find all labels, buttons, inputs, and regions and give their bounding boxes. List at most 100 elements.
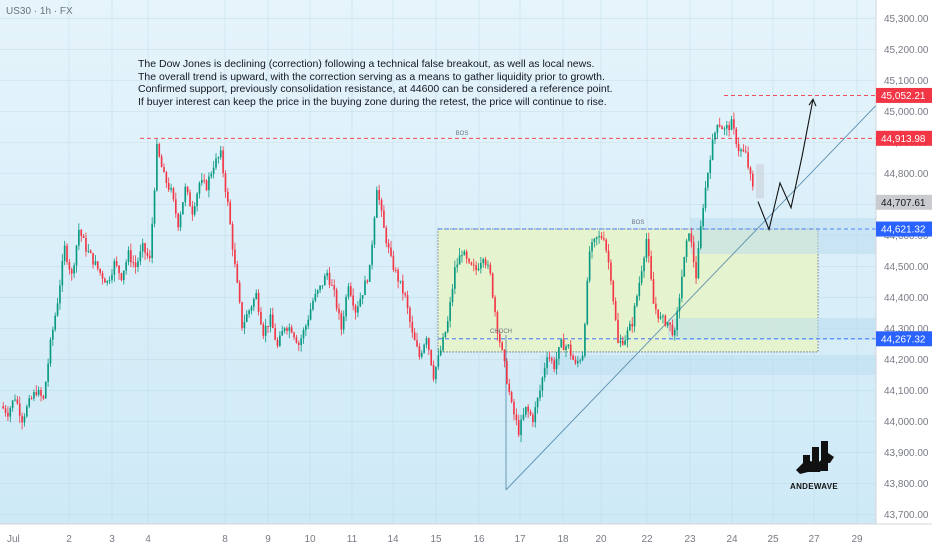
- candle-body: [229, 202, 232, 225]
- x-tick-label: 16: [473, 534, 485, 545]
- candle-body: [721, 126, 723, 130]
- candle-body: [11, 400, 14, 409]
- candle-body: [179, 214, 182, 228]
- candle-body: [238, 282, 241, 303]
- candle-body: [470, 262, 473, 265]
- candle-body: [652, 279, 655, 304]
- candle-body: [683, 256, 686, 277]
- candle-body: [678, 298, 681, 312]
- candle-body: [134, 262, 137, 268]
- candle-body: [323, 275, 326, 286]
- candle-body: [569, 344, 572, 356]
- candle-body: [335, 289, 338, 309]
- candle-body: [352, 295, 354, 306]
- candle-body: [167, 183, 170, 190]
- candle-body: [364, 280, 366, 296]
- note-line: Confirmed support, previously consolidat…: [138, 83, 613, 95]
- candle-body: [747, 152, 749, 168]
- candle-body: [269, 314, 272, 327]
- candle-body: [643, 257, 645, 272]
- candle-body: [550, 358, 553, 361]
- x-tick-label: Jul: [7, 534, 20, 545]
- candle-body: [163, 167, 165, 173]
- x-axis[interactable]: Jul 2 3 4 8 9 10 11 14 15 16 17 18 20 22 23 24 25 27 29: [0, 523, 932, 550]
- candle-body: [373, 217, 376, 245]
- candle-body: [503, 349, 506, 362]
- candle-body: [437, 355, 440, 367]
- candle-body: [345, 296, 347, 317]
- candle-body: [338, 308, 340, 314]
- bull-icon: [796, 441, 834, 474]
- candle-body: [375, 190, 378, 218]
- candle-body: [555, 358, 558, 370]
- candle-body: [215, 158, 217, 168]
- x-tick-label: 11: [347, 534, 358, 545]
- candle-body: [522, 414, 525, 420]
- y-axis[interactable]: 43,700.00 43,800.00 43,900.00 44,000.00 44,1…: [875, 0, 932, 550]
- structure-tag: BOS: [632, 220, 645, 226]
- candle-body: [730, 119, 733, 131]
- candle-body: [480, 263, 482, 269]
- candle-body: [354, 305, 357, 313]
- candle-body: [446, 321, 449, 332]
- candle-body: [411, 321, 414, 333]
- candle-body: [120, 273, 123, 281]
- x-axis-panel[interactable]: [0, 524, 932, 550]
- candle-body: [399, 280, 402, 282]
- candle-body: [148, 255, 151, 258]
- candle-body: [37, 389, 40, 395]
- candle-body: [645, 238, 648, 258]
- candle-body: [158, 143, 161, 157]
- symbol-label: US30 · 1h · FX: [6, 6, 73, 17]
- candle-body: [539, 390, 541, 399]
- candle-body: [146, 252, 149, 256]
- candle-body: [489, 264, 492, 274]
- candle-body: [650, 256, 652, 280]
- x-tick-label: 17: [514, 534, 526, 545]
- liquidity-band: [540, 355, 876, 375]
- candles: [2, 112, 754, 443]
- level-lines: [140, 95, 877, 491]
- candle-body: [714, 132, 716, 140]
- candle-body: [439, 350, 442, 356]
- candle-body: [588, 251, 591, 281]
- candle-body: [307, 319, 310, 326]
- candle-body: [156, 143, 158, 191]
- candle-body: [725, 125, 728, 129]
- candle-body: [619, 340, 622, 343]
- candle-body: [487, 264, 489, 266]
- candle-body: [255, 292, 258, 300]
- candle-body: [737, 144, 740, 152]
- candle-body: [458, 255, 461, 265]
- candle-body: [624, 340, 626, 345]
- candle-body: [562, 339, 565, 351]
- candle-body: [49, 339, 52, 364]
- candle-body: [385, 227, 388, 244]
- candle-body: [617, 319, 619, 343]
- x-tick-label: 23: [684, 534, 696, 545]
- candle-body: [435, 366, 437, 380]
- y-tick-label: 44,400.00: [884, 293, 929, 304]
- candle-body: [484, 259, 487, 266]
- candle-body: [638, 282, 641, 296]
- candle-body: [744, 151, 747, 153]
- note-line: The overall trend is upward, with the co…: [138, 70, 605, 83]
- candle-body: [659, 316, 662, 319]
- candle-body: [595, 237, 598, 239]
- candle-body: [428, 338, 430, 350]
- candle-body: [501, 342, 503, 350]
- candle-body: [200, 180, 203, 184]
- candle-body: [425, 338, 428, 345]
- candle-body: [413, 332, 416, 341]
- candle-body: [281, 330, 284, 336]
- candle-body: [262, 324, 265, 336]
- candle-body: [14, 399, 16, 401]
- candle-body: [153, 190, 156, 224]
- candle-body: [177, 213, 180, 228]
- candle-body: [137, 261, 139, 268]
- candle-body: [333, 285, 336, 290]
- candle-body: [742, 149, 745, 152]
- candle-body: [368, 264, 371, 282]
